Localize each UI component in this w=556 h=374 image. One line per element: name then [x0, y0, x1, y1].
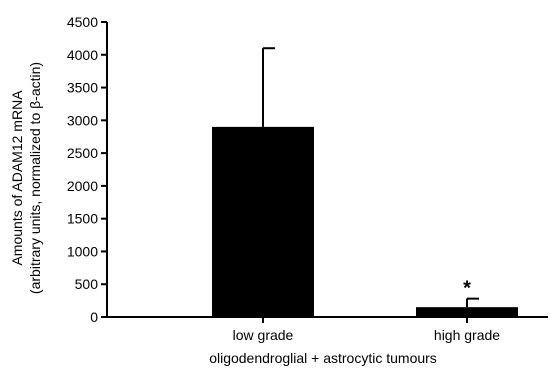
y-tick-label: 4500 — [67, 14, 98, 30]
bar — [416, 307, 518, 317]
x-axis-label: oligodendroglial + astrocytic tumours — [209, 350, 437, 366]
y-axis-label-line1: Amounts of ADAM12 mRNA — [9, 90, 25, 266]
x-axis: low grade high grade — [107, 316, 548, 343]
y-tick-label: 3500 — [67, 80, 98, 96]
y-axis: 0 500 1000 1500 2000 2500 3000 3500 4000 4500 — [67, 14, 108, 325]
axis-labels: oligodendroglial + astrocytic tumours Am… — [9, 62, 437, 366]
y-tick-label: 4000 — [67, 47, 98, 63]
y-tick-label: 1500 — [67, 211, 98, 227]
y-tick-label: 2000 — [67, 178, 98, 194]
y-tick-label: 2500 — [67, 145, 98, 161]
y-tick-label: 1000 — [67, 243, 98, 259]
bar — [212, 126, 314, 317]
x-tick-label: high grade — [434, 327, 500, 343]
y-tick-label: 0 — [90, 309, 98, 325]
significance-marker: * — [463, 278, 471, 300]
x-tick-label: low grade — [233, 327, 294, 343]
y-tick-label: 500 — [75, 276, 99, 292]
y-axis-label-line2: (arbitrary units, normalized to β-actin) — [27, 62, 43, 294]
bars: * — [212, 47, 518, 317]
y-tick-label: 3000 — [67, 112, 98, 128]
